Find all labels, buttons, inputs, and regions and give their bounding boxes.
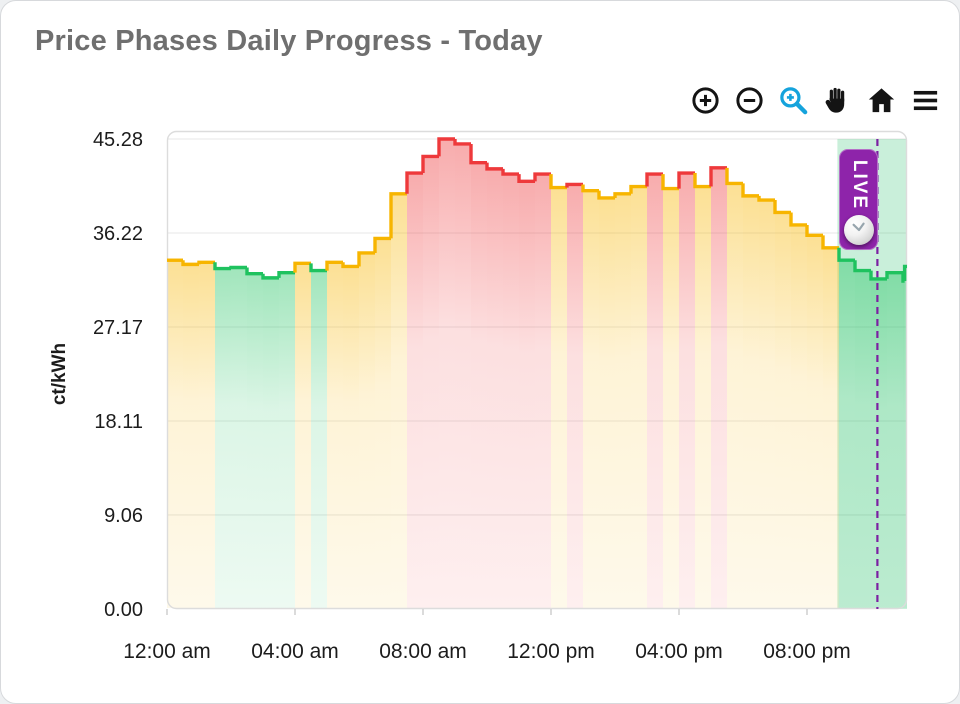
- plot-toolbar: [690, 85, 941, 116]
- home-button[interactable]: [866, 85, 897, 116]
- svg-text:27.17: 27.17: [93, 317, 143, 339]
- hand-pan-icon: [825, 87, 845, 113]
- svg-text:04:00 pm: 04:00 pm: [635, 640, 723, 663]
- page-title: Price Phases Daily Progress - Today: [35, 25, 543, 57]
- svg-text:0.00: 0.00: [104, 599, 143, 621]
- x-axis-labels: 12:00 am 04:00 am 08:00 am 12:00 pm 04:00 pm…: [123, 640, 851, 663]
- svg-text:12:00 am: 12:00 am: [123, 640, 211, 663]
- menu-button[interactable]: [910, 85, 941, 116]
- svg-text:12:00 pm: 12:00 pm: [507, 640, 595, 663]
- y-axis-title: ct/kWh: [49, 343, 70, 405]
- magnifier-plus-icon: [780, 87, 808, 115]
- zoom-in-button[interactable]: [690, 85, 721, 116]
- home-icon: [868, 88, 895, 113]
- phase-fill-bands: [167, 138, 907, 609]
- zoom-out-icon: [736, 87, 763, 114]
- x-tick-marks: [166, 609, 808, 615]
- live-badge-label: LIVE: [848, 159, 870, 211]
- pan-button[interactable]: [822, 85, 853, 116]
- svg-text:08:00 pm: 08:00 pm: [763, 640, 851, 663]
- y-axis-labels: 45.28 36.22 27.17 18.11 9.06 0.00 ct/kWh: [49, 129, 143, 621]
- svg-text:45.28: 45.28: [93, 129, 143, 151]
- svg-text:9.06: 9.06: [104, 505, 143, 527]
- zoom-select-button[interactable]: [778, 85, 809, 116]
- hamburger-menu-icon: [913, 90, 938, 111]
- svg-text:36.22: 36.22: [93, 223, 143, 245]
- price-step-line: [167, 137, 907, 283]
- svg-text:18.11: 18.11: [94, 411, 143, 433]
- svg-text:08:00 am: 08:00 am: [379, 640, 467, 663]
- live-badge: LIVE: [839, 149, 878, 250]
- clock-icon: [843, 215, 874, 245]
- zoom-in-icon: [692, 87, 719, 114]
- zoom-out-button[interactable]: [734, 85, 765, 116]
- plot-frame: [166, 130, 908, 610]
- svg-text:04:00 am: 04:00 am: [251, 640, 339, 663]
